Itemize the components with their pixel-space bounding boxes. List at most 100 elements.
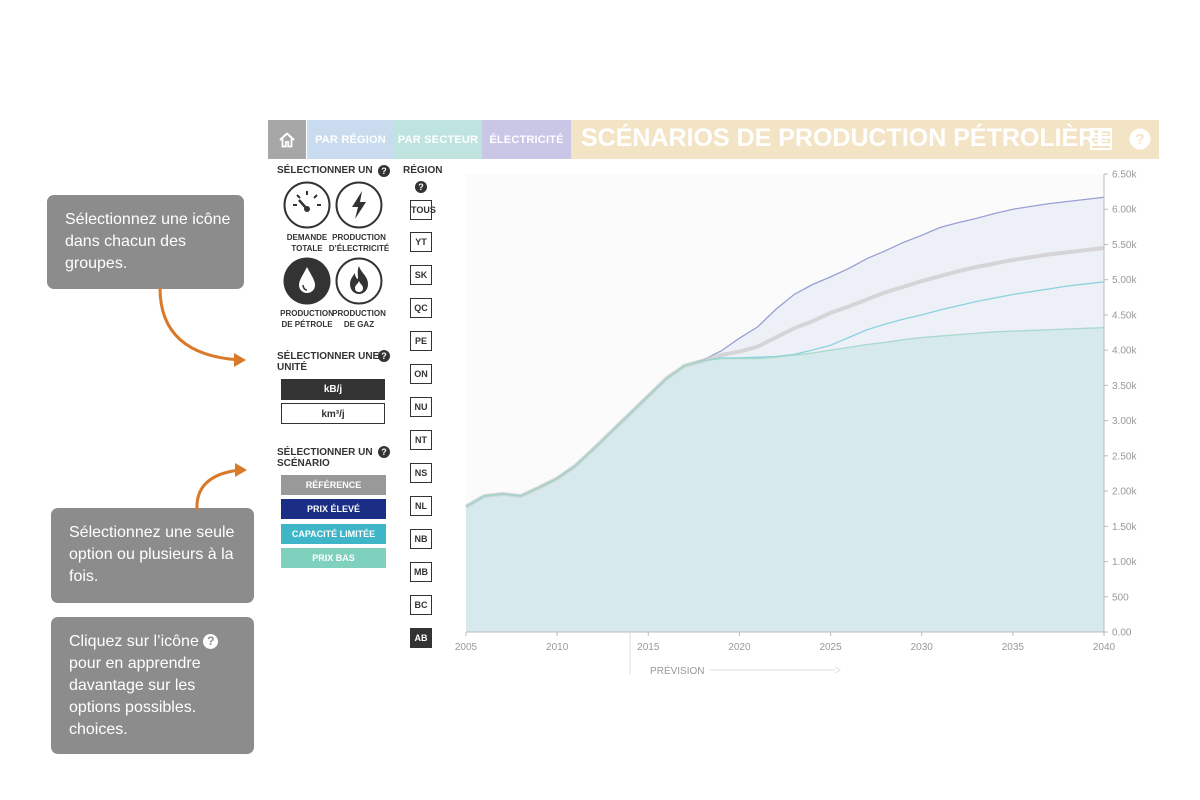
region-nb[interactable]: NB [410,529,432,549]
demand-label-line2: TOTALE [291,244,323,253]
select-icon-title: SÉLECTIONNER UN [277,165,373,176]
help-icon: ? [203,634,219,649]
x-tick-label: 2005 [455,642,478,653]
y-tick-label: 5.00k [1112,275,1137,286]
oil-label: PRODUCTION DE PÉTROLE [272,308,342,330]
top-nav: PAR RÉGION PAR SECTEUR ÉLECTRICITÉ SCÉNA… [268,120,1159,159]
tab-electricite[interactable]: ÉLECTRICITÉ [482,120,571,159]
unit-km3j-button[interactable]: km³/j [281,403,385,424]
select-scenario-title-line2: SCÉNARIO [277,458,330,469]
note-help: Cliquez sur l’icône ? pour en apprendre … [51,617,254,754]
y-tick-label: 500 [1112,592,1129,603]
region-ns[interactable]: NS [410,463,432,483]
y-tick-label: 2.00k [1112,487,1137,498]
select-unit-title-line1: SÉLECTIONNER UNE [277,351,380,362]
arrow-to-scenario [195,463,247,511]
scenario-limited-capacity-button[interactable]: CAPACITÉ LIMITÉE [281,524,386,544]
y-tick-label: 5.50k [1112,240,1137,251]
region-sk[interactable]: SK [410,265,432,285]
region-nt[interactable]: NT [410,430,432,450]
oil-drop-icon [283,257,331,305]
scenario-low-price-button[interactable]: PRIX BAS [281,548,386,568]
x-tick-label: 2030 [911,642,934,653]
help-button[interactable]: ? [1129,128,1151,155]
electricity-label-line2: D’ÉLECTRICITÉ [328,244,390,253]
page-title: SCÉNARIOS DE PRODUCTION PÉTROLIÈRE [581,124,1113,152]
arrow-to-icons [158,287,246,367]
x-tick-label: 2015 [637,642,660,653]
home-icon [279,132,295,147]
select-scenario-title-line1: SÉLECTIONNER UN [277,447,373,458]
svg-text:?: ? [1135,131,1144,148]
region-tous[interactable]: TOUS [410,200,436,220]
region-yt[interactable]: YT [410,232,432,252]
x-tick-label: 2040 [1093,642,1116,653]
scenario-high-price-button[interactable]: PRIX ÉLEVÉ [281,499,386,519]
x-tick-label: 2035 [1002,642,1025,653]
note-select-icons-text: Sélectionnez une icône dans chacun des g… [65,211,231,272]
home-button[interactable] [268,120,306,159]
list-button[interactable] [1090,128,1112,155]
lightning-icon [335,181,383,229]
title-bar: SCÉNARIOS DE PRODUCTION PÉTROLIÈRE ? [571,120,1159,159]
list-icon [1090,128,1112,150]
gas-label: PRODUCTION DE GAZ [324,308,394,330]
tab-par-region[interactable]: PAR RÉGION [307,120,394,159]
y-tick-label: 1.50k [1112,522,1137,533]
select-unit-title: SÉLECTIONNER UNE UNITÉ [277,351,379,373]
gas-option[interactable] [335,257,383,310]
forecast-arrow-head [834,666,842,674]
series-line-3 [465,326,1105,508]
x-tick-label: 2020 [728,642,751,653]
electricity-label-line1: PRODUCTION [332,233,386,242]
note-help-text-after: pour en apprendre davantage sur les opti… [69,655,201,738]
unit-kbj-button[interactable]: kB/j [281,379,385,400]
select-unit-title-line2: UNITÉ [277,362,307,373]
help-icon[interactable]: ? [378,446,390,458]
region-pe[interactable]: PE [410,331,432,351]
demand-option[interactable] [283,181,331,234]
help-icon[interactable]: ? [378,165,390,177]
gas-flame-icon [335,257,383,305]
select-scenario-title: SÉLECTIONNER UN SCÉNARIO [277,447,373,469]
scenario-reference-button[interactable]: RÉFÉRENCE [281,475,386,495]
note-select-icons: Sélectionnez une icône dans chacun des g… [47,195,244,289]
help-icon[interactable]: ? [415,181,427,193]
y-tick-label: 0.00 [1112,628,1132,639]
region-nu[interactable]: NU [410,397,432,417]
electricity-label: PRODUCTION D’ÉLECTRICITÉ [324,232,394,254]
x-tick-label: 2025 [819,642,842,653]
region-mb[interactable]: MB [410,562,432,582]
note-help-text: Cliquez sur l’icône ? pour en apprendre … [69,631,244,741]
oil-label-line2: DE PÉTROLE [281,320,333,329]
y-tick-label: 3.00k [1112,416,1137,427]
x-tick-label: 2010 [546,642,569,653]
forecast-label: PRÉVISION [650,664,704,677]
note-select-options-text: Sélectionnez une seule option ou plusieu… [69,524,235,585]
y-tick-label: 6.00k [1112,205,1137,216]
oil-label-line1: PRODUCTION [280,309,334,318]
help-icon: ? [1129,128,1151,150]
gauge-icon [283,181,331,229]
y-tick-label: 6.50k [1112,170,1137,181]
help-icon[interactable]: ? [378,350,390,362]
y-tick-label: 1.00k [1112,557,1137,568]
y-tick-label: 3.50k [1112,381,1137,392]
demand-label: DEMANDE TOTALE [272,232,342,254]
gas-label-line1: PRODUCTION [332,309,386,318]
region-nl[interactable]: NL [410,496,432,516]
region-ab[interactable]: AB [410,628,432,648]
y-tick-label: 4.00k [1112,346,1137,357]
region-bc[interactable]: BC [410,595,432,615]
note-select-options: Sélectionnez une seule option ou plusieu… [51,508,254,603]
region-qc[interactable]: QC [410,298,432,318]
region-title: RÉGION [403,165,443,176]
production-chart: 0.00 500 1.00k 1.50k 2.00k 2.50k 3.00k 3.50k 4.0… [455,170,1138,678]
oil-option[interactable] [283,257,331,310]
gas-label-line2: DE GAZ [343,320,375,329]
tab-par-secteur[interactable]: PAR SECTEUR [394,120,482,159]
y-tick-label: 2.50k [1112,451,1137,462]
region-on[interactable]: ON [410,364,432,384]
electricity-option[interactable] [335,181,383,234]
demand-label-line1: DEMANDE [286,233,328,242]
